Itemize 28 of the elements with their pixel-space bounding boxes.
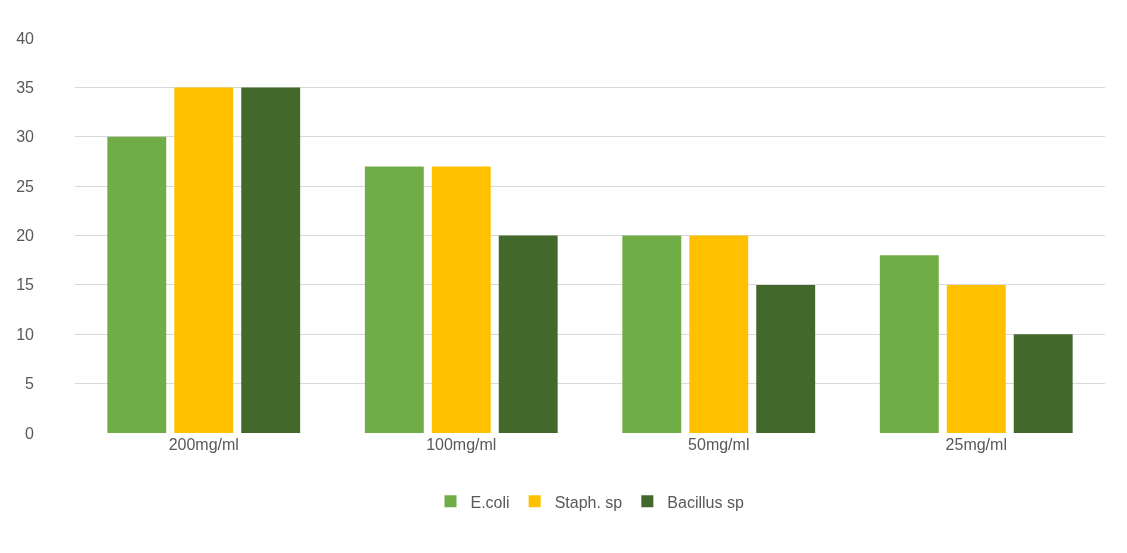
x-tick-label: 200mg/ml <box>168 436 239 453</box>
y-tick-label: 30 <box>16 128 35 146</box>
x-tick-label: 25mg/ml <box>945 436 1007 453</box>
legend-label: Staph. sp <box>554 493 623 511</box>
bar <box>498 235 558 433</box>
bar <box>1013 334 1073 433</box>
y-tick-label: 35 <box>16 78 35 96</box>
bar <box>879 255 939 433</box>
x-tick-label: 50mg/ml <box>688 436 750 453</box>
legend-label: Bacillus sp <box>667 493 744 511</box>
bar <box>622 235 682 433</box>
bar <box>107 136 167 433</box>
y-tick-label: 15 <box>16 276 35 294</box>
legend-label: E.coli <box>470 493 510 511</box>
bar <box>946 284 1006 433</box>
y-tick-label: 40 <box>16 29 35 47</box>
bar <box>689 235 749 433</box>
bar <box>431 166 491 433</box>
x-tick-label: 100mg/ml <box>426 436 497 453</box>
y-tick-label: 0 <box>25 424 35 442</box>
y-tick-label: 5 <box>25 375 35 393</box>
y-tick-label: 25 <box>16 177 35 195</box>
bar <box>756 284 816 433</box>
bar <box>174 87 234 433</box>
bar <box>241 87 301 433</box>
y-tick-label: 20 <box>16 227 35 245</box>
bar <box>364 166 424 433</box>
y-tick-label: 10 <box>16 325 35 343</box>
